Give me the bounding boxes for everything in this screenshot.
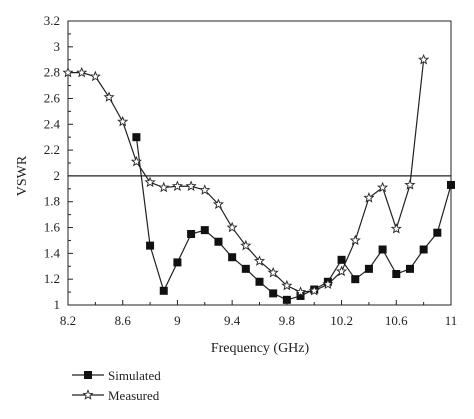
data-point-measured (349, 234, 361, 246)
series-measured (62, 53, 430, 297)
data-point-simulated (269, 289, 278, 298)
data-point-simulated (337, 255, 346, 264)
data-point-measured (89, 70, 101, 82)
x-tick-label: 8.6 (115, 313, 132, 328)
y-tick-label: 1.6 (44, 220, 61, 235)
data-point-measured (62, 66, 74, 78)
data-point-simulated (146, 241, 155, 250)
data-point-measured (363, 192, 375, 203)
axes: 8.2 8.6 9 9.4 9.8 10.2 10.6 1111.21.41.61.822.2… (44, 13, 458, 328)
legend-item-measured: Measured (72, 388, 160, 403)
y-axis-label: VSWR (15, 155, 30, 196)
x-tick-label: 10.6 (385, 313, 408, 328)
series-line-simulated (135, 137, 452, 301)
data-point-measured (185, 180, 197, 191)
data-point-measured (418, 53, 430, 65)
data-point-measured (281, 279, 293, 291)
x-tick-label: 10.2 (330, 313, 353, 328)
data-point-simulated (378, 245, 387, 254)
y-tick-label: 1.8 (44, 194, 60, 209)
data-point-simulated (173, 258, 182, 267)
y-tick-label: 3.2 (44, 13, 60, 28)
x-tick-label: 11 (445, 313, 458, 328)
series-simulated (132, 133, 455, 304)
legend-item-simulated: Simulated (72, 368, 161, 383)
data-point-measured (240, 239, 252, 251)
y-tick-label: 1.2 (44, 271, 60, 286)
data-point-simulated (200, 226, 209, 235)
data-point-simulated (433, 228, 442, 237)
data-point-simulated (419, 245, 428, 254)
legend-marker (84, 371, 92, 379)
data-point-simulated (132, 133, 141, 142)
x-tick-label: 9 (174, 313, 181, 328)
x-tick-label: 8.2 (60, 313, 76, 328)
data-point-simulated (214, 237, 223, 246)
data-point-measured (294, 286, 307, 297)
data-point-simulated (364, 264, 373, 273)
data-point-simulated (351, 275, 360, 284)
data-point-measured (103, 91, 115, 102)
data-point-simulated (447, 180, 455, 189)
data-point-measured (377, 181, 389, 193)
y-tick-label: 1 (54, 297, 61, 312)
legend-marker (82, 389, 94, 400)
data-point-simulated (405, 264, 414, 273)
legend: Simulated Measured (72, 368, 161, 403)
y-tick-label: 3 (54, 39, 61, 54)
data-point-measured (76, 66, 88, 78)
y-tick-label: 2.4 (44, 116, 61, 131)
data-point-measured (253, 255, 266, 266)
data-point-simulated (228, 253, 237, 262)
data-point-measured (144, 176, 156, 188)
data-point-measured (212, 198, 225, 210)
data-point-measured (322, 278, 334, 290)
data-point-measured (390, 223, 402, 234)
y-tick-label: 2.2 (44, 142, 60, 157)
x-axis-label: Frequency (GHz) (211, 341, 310, 356)
x-tick-label: 9.8 (279, 313, 295, 328)
data-point-measured (336, 265, 348, 277)
legend-label: Simulated (108, 368, 161, 383)
data-point-simulated (159, 286, 168, 295)
data-point-simulated (187, 230, 196, 238)
data-point-measured (130, 155, 142, 167)
data-point-simulated (241, 264, 250, 273)
y-tick-label: 1.4 (44, 245, 61, 260)
data-point-measured (267, 266, 279, 278)
data-point-measured (404, 179, 416, 190)
data-point-measured (117, 115, 129, 127)
legend-label: Measured (108, 388, 160, 403)
y-tick-label: 2 (54, 168, 61, 183)
data-point-measured (158, 181, 170, 193)
y-tick-label: 2.6 (44, 90, 61, 105)
data-point-measured (308, 284, 320, 296)
y-tick-label: 2.8 (44, 65, 60, 80)
data-point-measured (199, 184, 211, 195)
x-tick-label: 9.4 (224, 313, 241, 328)
data-point-simulated (255, 277, 264, 286)
data-point-simulated (282, 295, 291, 304)
data-point-simulated (392, 270, 401, 279)
series-layer (62, 53, 455, 304)
data-point-measured (171, 180, 183, 191)
data-point-measured (226, 221, 238, 233)
